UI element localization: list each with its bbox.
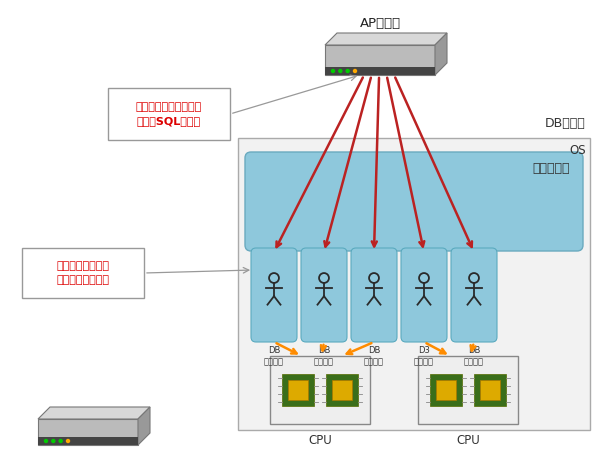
FancyBboxPatch shape	[351, 248, 397, 342]
Text: APサーバ: APサーバ	[359, 17, 401, 30]
FancyBboxPatch shape	[301, 248, 347, 342]
Polygon shape	[38, 407, 150, 419]
Circle shape	[52, 439, 55, 443]
FancyBboxPatch shape	[245, 152, 583, 251]
Text: DB
プロセス: DB プロセス	[364, 346, 384, 366]
Polygon shape	[138, 407, 150, 445]
Circle shape	[339, 69, 342, 73]
Circle shape	[353, 69, 356, 73]
FancyBboxPatch shape	[38, 437, 138, 445]
Circle shape	[346, 69, 349, 73]
Text: DBサーバ: DBサーバ	[545, 117, 586, 130]
Text: 共有メモリ: 共有メモリ	[533, 162, 570, 175]
FancyBboxPatch shape	[474, 374, 506, 406]
FancyBboxPatch shape	[418, 356, 518, 424]
Text: DB
プロセス: DB プロセス	[314, 346, 334, 366]
Text: 複数のセッションから
複数のSQLを実行: 複数のセッションから 複数のSQLを実行	[136, 103, 202, 125]
Text: DB
プロセス: DB プロセス	[464, 346, 484, 366]
FancyBboxPatch shape	[326, 374, 358, 406]
Polygon shape	[325, 33, 447, 45]
Polygon shape	[435, 33, 447, 75]
FancyBboxPatch shape	[288, 380, 308, 400]
FancyBboxPatch shape	[436, 380, 456, 400]
FancyBboxPatch shape	[332, 380, 352, 400]
FancyBboxPatch shape	[38, 419, 138, 445]
Text: CPU: CPU	[308, 434, 332, 447]
FancyBboxPatch shape	[238, 138, 590, 430]
Circle shape	[331, 69, 335, 73]
FancyBboxPatch shape	[430, 374, 462, 406]
FancyBboxPatch shape	[251, 248, 297, 342]
FancyBboxPatch shape	[451, 248, 497, 342]
FancyBboxPatch shape	[480, 380, 500, 400]
FancyBboxPatch shape	[401, 248, 447, 342]
Text: 複数のプロセスが
個別に処理を実行: 複数のプロセスが 個別に処理を実行	[56, 261, 110, 285]
Circle shape	[44, 439, 47, 443]
Circle shape	[67, 439, 70, 443]
Text: D3
プロセス: D3 プロセス	[414, 346, 434, 366]
FancyBboxPatch shape	[22, 248, 144, 298]
Text: OS: OS	[569, 143, 586, 156]
FancyBboxPatch shape	[325, 67, 435, 75]
FancyBboxPatch shape	[282, 374, 314, 406]
Circle shape	[59, 439, 62, 443]
FancyBboxPatch shape	[108, 88, 230, 140]
FancyBboxPatch shape	[270, 356, 370, 424]
Text: CPU: CPU	[456, 434, 480, 447]
Text: DB
プロセス: DB プロセス	[264, 346, 284, 366]
FancyBboxPatch shape	[325, 45, 435, 75]
